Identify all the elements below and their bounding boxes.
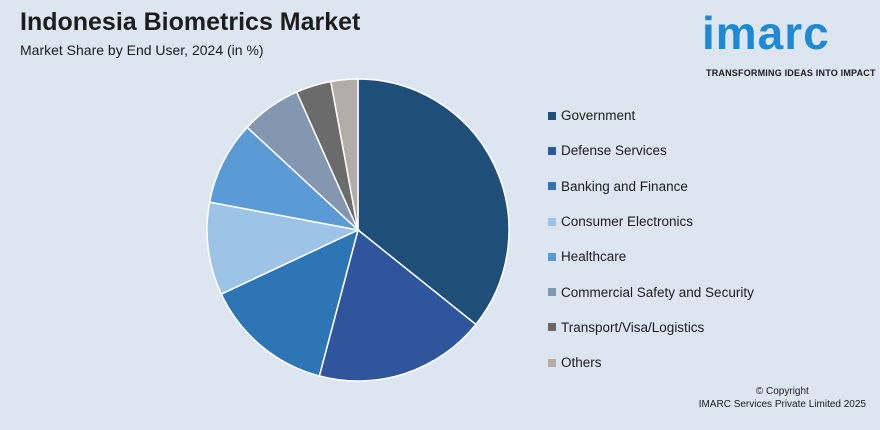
chart-legend: Government Defense Services Banking and Fi… — [548, 98, 754, 380]
legend-swatch — [548, 146, 556, 155]
legend-item: Transport/Visa/Logistics — [548, 310, 754, 345]
pie-slice-consumer-electronics — [206, 201, 361, 296]
legend-swatch — [548, 111, 556, 120]
legend-label: Government — [561, 108, 636, 124]
copyright-line-1: © Copyright — [755, 386, 809, 397]
legend-label: Commercial Safety and Security — [561, 284, 754, 300]
legend-swatch — [548, 182, 556, 191]
legend-label: Defense Services — [561, 143, 667, 159]
pie-slice-defense-services — [318, 228, 477, 382]
legend-item: Consumer Electronics — [548, 204, 754, 239]
legend-item: Banking and Finance — [548, 169, 754, 204]
legend-item: Healthcare — [548, 239, 754, 274]
pie-slice-healthcare — [208, 126, 361, 232]
legend-swatch — [548, 358, 556, 367]
legend-label: Others — [561, 355, 602, 371]
imarc-logo: imarc TRANSFORMING IDEAS INTO IMPACT — [700, 6, 875, 80]
chart-subtitle: Market Share by End User, 2024 (in %) — [20, 42, 264, 58]
logo-wordmark: imarc — [702, 7, 830, 59]
legend-item: Commercial Safety and Security — [548, 274, 754, 309]
legend-item: Others — [548, 345, 754, 380]
legend-label: Healthcare — [561, 249, 627, 265]
legend-label: Transport/Visa/Logistics — [561, 319, 705, 335]
pie-slice-others — [329, 78, 359, 231]
legend-label: Banking and Finance — [561, 178, 688, 194]
legend-swatch — [548, 252, 556, 261]
legend-swatch — [548, 323, 556, 332]
legend-item: Defense Services — [548, 133, 754, 168]
chart-title: Indonesia Biometrics Market — [20, 8, 361, 36]
pie-slice-government — [357, 78, 510, 326]
legend-swatch — [548, 288, 556, 297]
pie-slice-banking-and-finance — [220, 228, 360, 377]
logo-tagline: TRANSFORMING IDEAS INTO IMPACT — [706, 68, 876, 78]
legend-label: Consumer Electronics — [561, 214, 694, 230]
copyright-line-2: IMARC Services Private Limited 2025 — [698, 399, 866, 410]
copyright-notice: © Copyright IMARC Services Private Limit… — [699, 385, 866, 411]
legend-swatch — [548, 217, 556, 226]
legend-item: Government — [548, 98, 754, 133]
